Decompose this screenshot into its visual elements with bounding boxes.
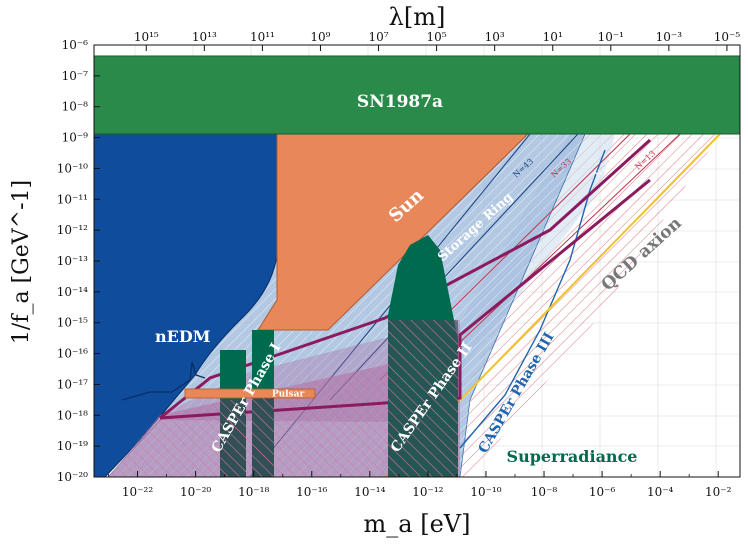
y-tick-label: 10⁻⁹ [62, 131, 89, 145]
y-tick-label: 10⁻¹⁷ [57, 377, 88, 391]
y-tick-label: 10⁻⁸ [62, 100, 89, 114]
x-tick-label: 10⁻¹⁰ [470, 485, 501, 499]
top-tick-label: 10¹⁵ [134, 30, 159, 44]
x-tick-label: 10⁻⁸ [531, 485, 558, 499]
x-axis-label: m_a [eV] [364, 510, 471, 538]
y-tick-label: 10⁻⁶ [62, 38, 89, 52]
top-tick-label: 10³ [485, 30, 505, 44]
x-tick-label: 10⁻²⁰ [180, 485, 211, 499]
top-axis-label: λ[m] [389, 3, 446, 31]
nedm-line [121, 361, 206, 401]
x-tick-label: 10⁻¹⁴ [354, 485, 385, 499]
top-tick-label: 10⁻¹ [598, 30, 624, 44]
y-tick-label: 10⁻¹⁹ [57, 439, 88, 453]
y-tick-label: 10⁻⁷ [62, 69, 89, 83]
label-pulsar: Pulsar [272, 390, 305, 400]
label-sn1987a: SN1987a [357, 92, 443, 112]
casper-phase3-line [459, 149, 606, 449]
top-tick-label: 10¹ [543, 30, 563, 44]
y-tick-label: 10⁻¹³ [57, 254, 88, 268]
top-tick-label: 10⁹ [310, 30, 330, 44]
pulsar-region [184, 388, 316, 399]
x-tick-label: 10⁻²² [122, 485, 153, 499]
y-tick-label: 10⁻¹¹ [57, 192, 88, 206]
top-tick-label: 10⁵ [427, 30, 447, 44]
superradiance-overlap [220, 320, 458, 477]
x-tick-label: 10⁻⁴ [647, 485, 674, 499]
y-tick-label: 10⁻¹⁵ [57, 316, 88, 330]
x-axis-ticks: 10⁻²² 10⁻²⁰ 10⁻¹⁸ 10⁻¹⁶ 10⁻¹⁴ 10⁻¹² 10⁻¹⁰ 10⁻⁸ 1… [108, 471, 732, 499]
top-tick-label: 10¹¹ [250, 30, 275, 44]
top-tick-label: 10¹³ [192, 30, 217, 44]
top-axis-ticks: 10¹⁵ 10¹³ 10¹¹ 10⁹ 10⁷ 10⁵ 10³ 10¹ 10⁻¹ 10⁻³ 10⁻⁵ [134, 30, 741, 51]
y-tick-label: 10⁻¹⁶ [57, 347, 88, 361]
x-tick-label: 10⁻⁶ [589, 485, 616, 499]
y-axis-label: 1/f_a [GeV^-1] [9, 180, 34, 344]
sn1987a-region [94, 55, 740, 135]
label-superradiance: Superradiance [507, 447, 638, 466]
x-tick-label: 10⁻¹⁶ [296, 485, 327, 499]
top-tick-label: 10⁻³ [656, 30, 683, 44]
y-tick-label: 10⁻¹² [57, 223, 88, 237]
y-tick-label: 10⁻¹⁰ [57, 161, 88, 175]
label-nedm: nEDM [155, 327, 210, 346]
x-tick-label: 10⁻² [705, 485, 732, 499]
top-tick-label: 10⁷ [368, 30, 388, 44]
y-tick-label: 10⁻¹⁴ [57, 285, 88, 299]
y-tick-label: 10⁻²⁰ [57, 470, 88, 484]
x-tick-label: 10⁻¹⁸ [238, 485, 269, 499]
casper-phase1-hatch [108, 330, 460, 477]
y-axis-ticks: 10⁻⁶ 10⁻⁷ 10⁻⁸ 10⁻⁹ 10⁻¹⁰ 10⁻¹¹ 10⁻¹² 10⁻¹³ 10⁻¹… [57, 38, 100, 484]
top-tick-label: 10⁻⁵ [714, 30, 741, 44]
y-tick-label: 10⁻¹⁸ [57, 408, 88, 422]
x-tick-label: 10⁻¹² [412, 485, 443, 499]
